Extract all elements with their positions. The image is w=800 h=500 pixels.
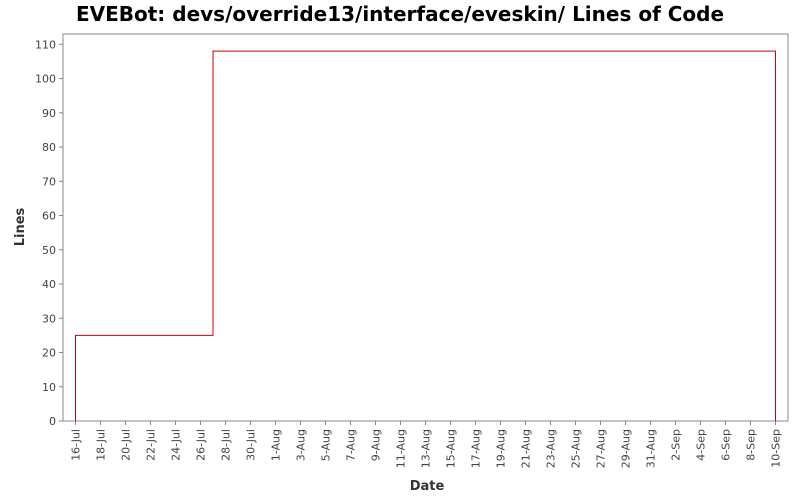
x-tick-label: 31-Aug — [645, 429, 658, 468]
y-tick-label: 70 — [42, 175, 56, 188]
x-tick-label: 24-Jul — [170, 429, 183, 461]
y-tick-label: 100 — [35, 73, 56, 86]
series-layer — [75, 50, 776, 421]
y-tick-label: 30 — [42, 312, 56, 325]
x-tick-label: 9-Aug — [370, 429, 383, 461]
x-tick-label: 8-Sep — [745, 429, 758, 461]
y-tick-label: 110 — [35, 38, 56, 51]
x-tick-label: 15-Aug — [445, 429, 458, 468]
y-tick-label: 90 — [42, 107, 56, 120]
x-tick-label: 11-Aug — [395, 429, 408, 468]
x-tick-label: 3-Aug — [295, 429, 308, 461]
y-axis-label: Lines — [13, 207, 28, 246]
series-line — [75, 50, 776, 421]
y-tick-label: 60 — [42, 210, 56, 223]
x-tick-label: 7-Aug — [345, 429, 358, 461]
y-tick-label: 10 — [42, 381, 56, 394]
x-tick-label: 26-Jul — [195, 429, 208, 461]
y-tick-label: 20 — [42, 347, 56, 360]
y-tick-label: 40 — [42, 278, 56, 291]
x-tick-label: 5-Aug — [320, 429, 333, 461]
x-tick-label: 28-Jul — [220, 429, 233, 461]
x-axis: 16-Jul 18-Jul 20-Jul 22-Jul 24-Jul 26-Jul 28-J… — [70, 421, 783, 468]
x-tick-label: 25-Aug — [570, 429, 583, 468]
x-tick-label: 2-Sep — [670, 429, 683, 461]
x-tick-label: 6-Sep — [720, 429, 733, 461]
x-tick-label: 4-Sep — [695, 429, 708, 461]
y-axis: 0 10 20 30 40 50 60 70 80 90 100 110 — [35, 38, 63, 428]
x-axis-label: Date — [410, 479, 445, 494]
chart-title: EVEBot: devs/override13/interface/eveski… — [76, 2, 724, 26]
x-tick-label: 30-Jul — [245, 429, 258, 461]
x-tick-label: 17-Aug — [470, 429, 483, 468]
x-tick-label: 13-Aug — [420, 429, 433, 468]
x-tick-label: 16-Jul — [70, 429, 83, 461]
x-tick-label: 29-Aug — [620, 429, 633, 468]
x-tick-label: 27-Aug — [595, 429, 608, 468]
x-tick-label: 10-Sep — [770, 429, 783, 468]
y-tick-label: 80 — [42, 141, 56, 154]
x-tick-label: 21-Aug — [520, 429, 533, 468]
plot-area — [62, 33, 789, 422]
x-tick-label: 18-Jul — [95, 429, 108, 461]
x-tick-label: 19-Aug — [495, 429, 508, 468]
x-tick-label: 22-Jul — [145, 429, 158, 461]
x-tick-label: 23-Aug — [545, 429, 558, 468]
y-tick-label: 50 — [42, 244, 56, 257]
x-tick-label: 1-Aug — [270, 429, 283, 461]
x-tick-label: 20-Jul — [120, 429, 133, 461]
y-tick-label: 0 — [49, 415, 56, 428]
